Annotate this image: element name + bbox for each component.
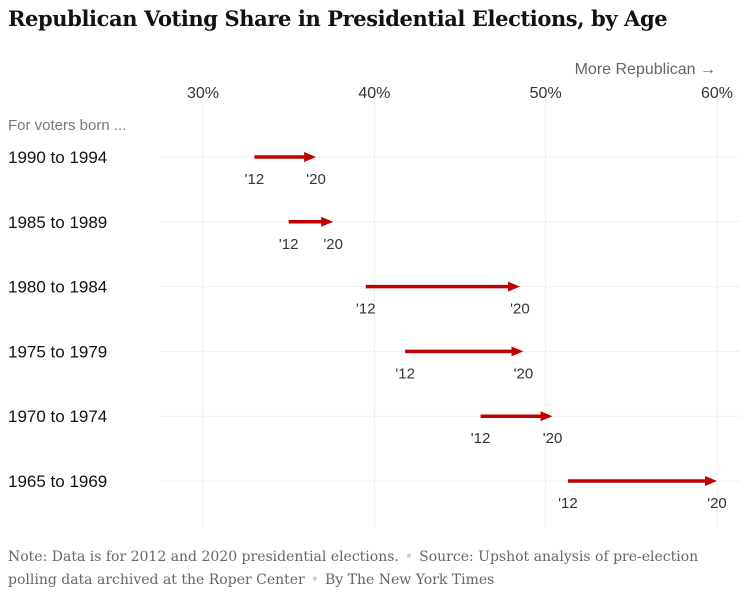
- gridlines: [202, 95, 718, 528]
- category-labels: 1990 to 1994 1985 to 1989 1980 to 1984 1975…: [8, 148, 107, 491]
- year-label-2020: '20: [306, 171, 326, 188]
- year-label-2012: '12: [356, 301, 376, 318]
- category-label: 1965 to 1969: [8, 472, 107, 491]
- x-axis-ticks: 30% 40% 50% 60%: [187, 85, 733, 102]
- arrows: [254, 152, 717, 486]
- x-tick-label: 40%: [358, 85, 390, 102]
- year-label-2012: '12: [471, 430, 491, 447]
- category-label: 1980 to 1984: [8, 278, 107, 297]
- separator-dot: •: [404, 549, 414, 565]
- year-label-2020: '20: [510, 301, 530, 318]
- year-label-2012: '12: [279, 236, 299, 253]
- year-label-2020: '20: [707, 495, 727, 512]
- year-label-2020: '20: [543, 430, 563, 447]
- year-label-2020: '20: [323, 236, 343, 253]
- footer-note: Note: Data is for 2012 and 2020 presiden…: [8, 546, 736, 592]
- category-label: 1985 to 1989: [8, 213, 107, 232]
- row-separators: [160, 156, 740, 482]
- category-label: 1975 to 1979: [8, 342, 107, 361]
- x-tick-label: 50%: [530, 85, 562, 102]
- note-text: Note: Data is for 2012 and 2020 presiden…: [8, 549, 399, 565]
- year-label-2012: '12: [245, 171, 265, 188]
- category-label: 1990 to 1994: [8, 148, 107, 167]
- year-label-2012: '12: [395, 365, 415, 382]
- direction-label: More Republican →: [575, 61, 716, 78]
- chart-title: Republican Voting Share in Presidential …: [8, 6, 668, 31]
- year-label-2012: '12: [558, 495, 578, 512]
- year-label-2020: '20: [514, 365, 534, 382]
- source-text: Source: Upshot analysis of pre-election …: [8, 549, 699, 588]
- separator-dot: •: [310, 572, 320, 588]
- row-header: For voters born ...: [8, 117, 126, 134]
- x-tick-label: 30%: [187, 85, 219, 102]
- category-label: 1970 to 1974: [8, 407, 107, 426]
- x-tick-label: 60%: [701, 85, 733, 102]
- year-labels: '12 '20 '12 '20 '12 '20 '12 '20 '12 '20 '12 '20: [245, 171, 727, 512]
- byline-text: By The New York Times: [325, 572, 495, 588]
